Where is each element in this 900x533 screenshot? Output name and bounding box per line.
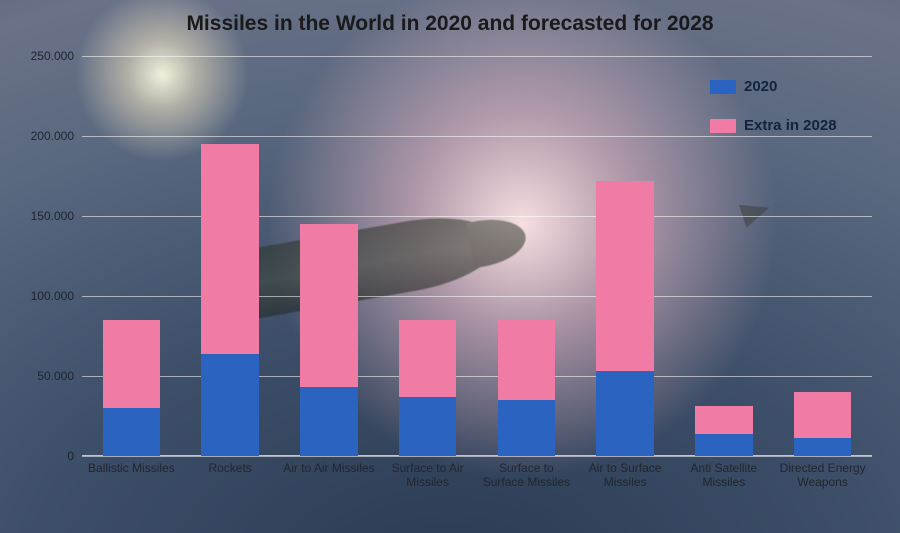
- chart-title: Missiles in the World in 2020 and foreca…: [0, 12, 900, 36]
- y-tick-label: 100.000: [31, 289, 82, 303]
- bar-segment-extra: [201, 144, 258, 354]
- bar-group: [300, 56, 357, 456]
- y-tick-label: 250.000: [31, 49, 82, 63]
- bar-segment-extra: [596, 181, 653, 371]
- y-tick-label: 0: [67, 449, 82, 463]
- bar-segment-v2020: [300, 387, 357, 456]
- bar-segment-extra: [695, 406, 752, 433]
- legend-label: 2020: [744, 78, 777, 95]
- bar-segment-extra: [399, 320, 456, 397]
- bar-segment-v2020: [596, 371, 653, 456]
- category-label: Directed Energy Weapons: [773, 456, 872, 490]
- category-label: Air to Air Missiles: [280, 456, 379, 476]
- legend-swatch: [710, 119, 736, 133]
- legend-item: Extra in 2028: [710, 117, 837, 134]
- bar-group: [103, 56, 160, 456]
- bar-segment-v2020: [201, 354, 258, 456]
- legend-swatch: [710, 80, 736, 94]
- y-tick-label: 150.000: [31, 209, 82, 223]
- bar-segment-v2020: [794, 438, 851, 456]
- chart-stage: Missiles in the World in 2020 and foreca…: [0, 0, 900, 533]
- legend: 2020 Extra in 2028: [710, 78, 837, 134]
- bar-group: [399, 56, 456, 456]
- bar-segment-v2020: [399, 397, 456, 456]
- y-tick-label: 200.000: [31, 129, 82, 143]
- bar-segment-v2020: [695, 434, 752, 456]
- category-label: Rockets: [181, 456, 280, 476]
- legend-label: Extra in 2028: [744, 117, 837, 134]
- bar-segment-v2020: [103, 408, 160, 456]
- missiles-stacked-bar-chart: Missiles in the World in 2020 and foreca…: [0, 0, 900, 533]
- bar-segment-extra: [103, 320, 160, 408]
- y-tick-label: 50.000: [37, 369, 82, 383]
- bar-segment-extra: [498, 320, 555, 400]
- bar-group: [596, 56, 653, 456]
- category-label: Surface to Surface Missiles: [477, 456, 576, 490]
- bar-segment-extra: [300, 224, 357, 387]
- legend-item: 2020: [710, 78, 837, 95]
- bar-segment-extra: [794, 392, 851, 438]
- category-label: Air to Surface Missiles: [576, 456, 675, 490]
- category-label: Surface to Air Missiles: [378, 456, 477, 490]
- category-label: Ballistic Missiles: [82, 456, 181, 476]
- category-label: Anti Satellite Missiles: [675, 456, 774, 490]
- bar-segment-v2020: [498, 400, 555, 456]
- bar-group: [498, 56, 555, 456]
- bar-group: [201, 56, 258, 456]
